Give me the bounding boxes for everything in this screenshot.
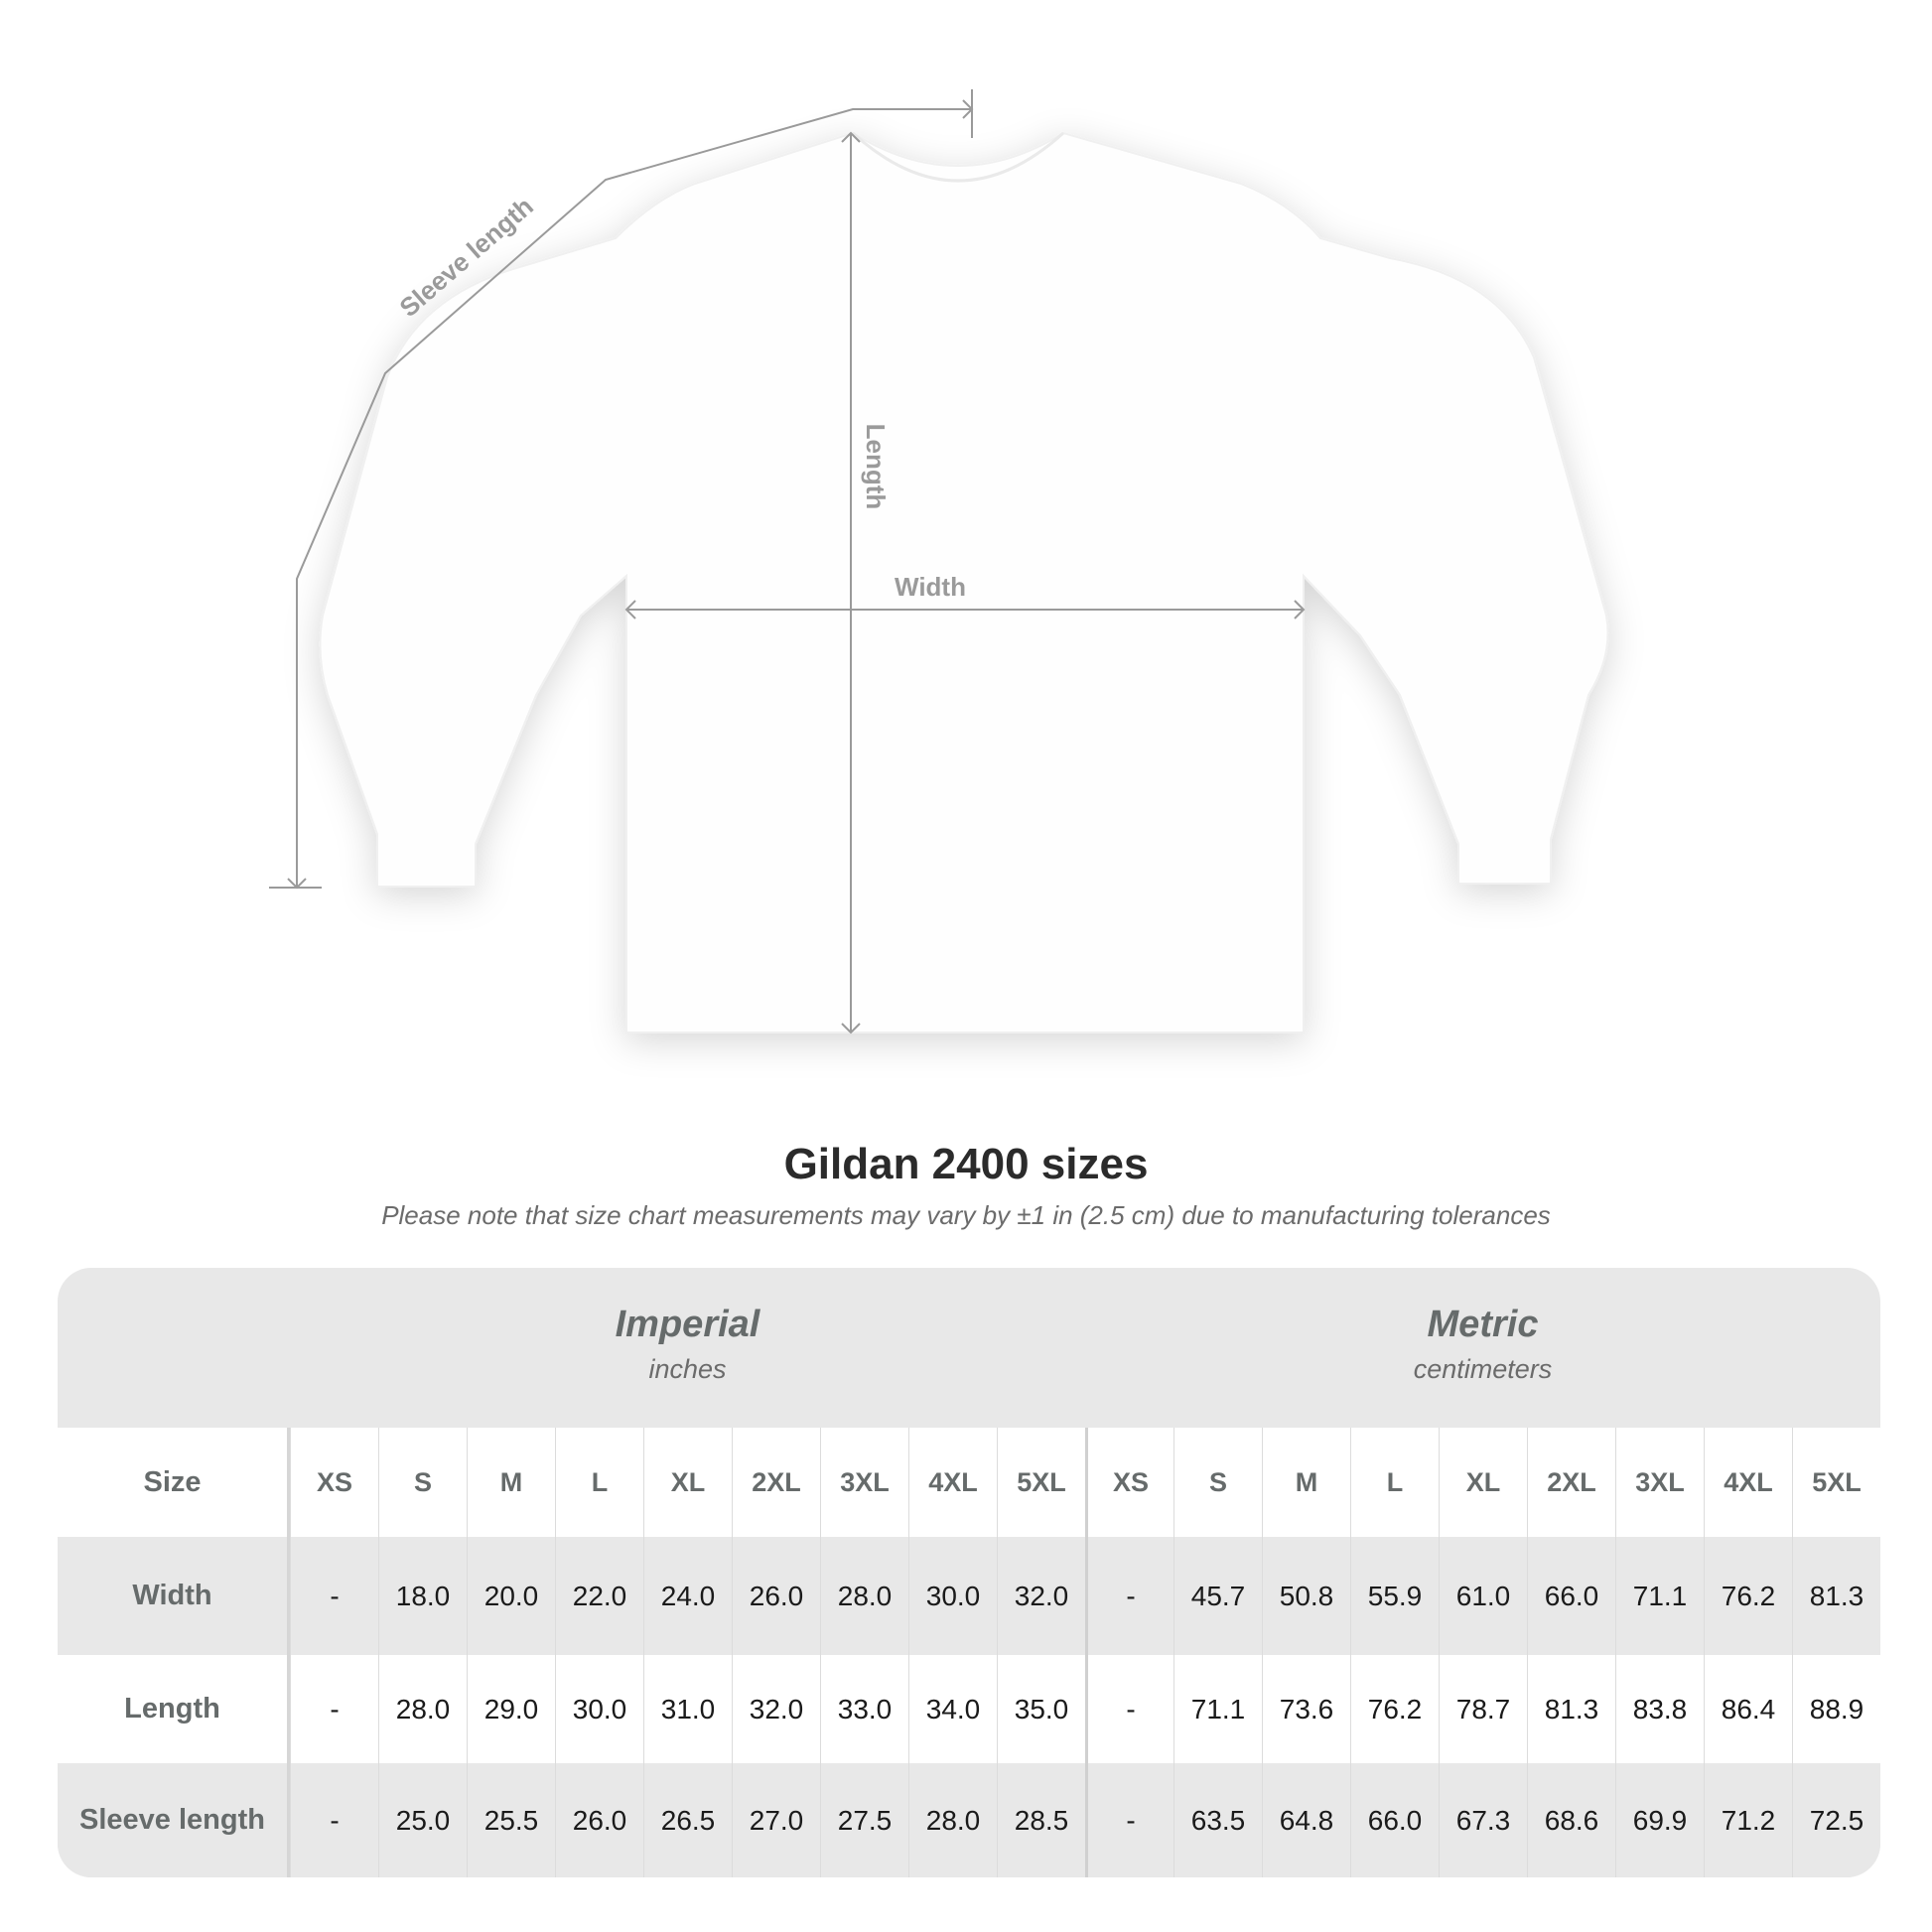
metric-value-cell: 64.8 [1262,1763,1350,1877]
metric-value-cell: 83.8 [1615,1655,1704,1763]
metric-size-header: 4XL [1704,1428,1792,1537]
imperial-value-cell: - [290,1655,378,1763]
metric-value-cell: 76.2 [1704,1537,1792,1655]
imperial-value-cell: - [290,1537,378,1655]
metric-value-cell: 67.3 [1439,1763,1527,1877]
metric-value-cell: 71.1 [1615,1537,1704,1655]
imperial-value-cell: 27.5 [820,1763,908,1877]
chart-title: Gildan 2400 sizes [783,1140,1149,1188]
size-header-row: Size XS S M L XL 2XL 3XL 4XL 5XL XS S M L XL 2XL 3XL 4XL 5… [58,1428,1880,1537]
imperial-title: Imperial [615,1304,760,1345]
imperial-value-cell: 32.0 [732,1655,820,1763]
imperial-value-cell: 18.0 [378,1537,467,1655]
imperial-value-cell: 28.0 [908,1763,997,1877]
table-row: Sleeve length -25.0 25.5 26.0 26.5 27.0 27.5 28… [58,1763,1880,1877]
metric-value-cell: 55.9 [1350,1537,1439,1655]
imperial-size-header: M [467,1428,555,1537]
imperial-size-header: 2XL [732,1428,820,1537]
metric-value-cell: 88.9 [1792,1655,1880,1763]
imperial-value-cell: 22.0 [555,1537,643,1655]
metric-value-cell: 73.6 [1262,1655,1350,1763]
table-row: Length -28.0 29.0 30.0 31.0 32.0 33.0 34.0 35.0-… [58,1655,1880,1763]
metric-size-header: S [1173,1428,1262,1537]
imperial-value-cell: 29.0 [467,1655,555,1763]
metric-value-cell: 78.7 [1439,1655,1527,1763]
imperial-value-cell: 25.0 [378,1763,467,1877]
metric-value-cell: 50.8 [1262,1537,1350,1655]
metric-value-cell: 68.6 [1527,1763,1615,1877]
imperial-value-cell: 24.0 [643,1537,732,1655]
size-header-label: Size [58,1428,290,1537]
row-label: Sleeve length [58,1763,290,1877]
imperial-unit: inches [648,1354,727,1384]
metric-value-cell: 66.0 [1527,1537,1615,1655]
imperial-value-cell: 28.0 [378,1655,467,1763]
imperial-size-header: XS [290,1428,378,1537]
imperial-size-header: 3XL [820,1428,908,1537]
metric-value-cell: 86.4 [1704,1655,1792,1763]
imperial-value-cell: 35.0 [997,1655,1085,1763]
metric-value-cell: 66.0 [1350,1763,1439,1877]
imperial-size-header: XL [643,1428,732,1537]
metric-value-cell: - [1085,1537,1173,1655]
width-label: Width [895,572,966,602]
metric-size-header: 3XL [1615,1428,1704,1537]
metric-size-header: XL [1439,1428,1527,1537]
imperial-value-cell: 30.0 [555,1655,643,1763]
metric-value-cell: 71.1 [1173,1655,1262,1763]
imperial-value-cell: 26.0 [732,1537,820,1655]
table-row: Width -18.0 20.0 22.0 24.0 26.0 28.0 30.0 32.0-4… [58,1537,1880,1655]
metric-size-header: M [1262,1428,1350,1537]
metric-value-cell: 81.3 [1527,1655,1615,1763]
metric-value-cell: 71.2 [1704,1763,1792,1877]
imperial-value-cell: 25.5 [467,1763,555,1877]
imperial-value-cell: 30.0 [908,1537,997,1655]
metric-value-cell: 69.9 [1615,1763,1704,1877]
imperial-value-cell: 32.0 [997,1537,1085,1655]
metric-title: Metric [1427,1304,1539,1345]
sleeve-length-line [296,108,972,888]
long-sleeve-shirt-image [319,131,1609,1034]
imperial-value-cell: 20.0 [467,1537,555,1655]
metric-size-header: XS [1085,1428,1173,1537]
imperial-size-header: L [555,1428,643,1537]
imperial-value-cell: 31.0 [643,1655,732,1763]
metric-value-cell: - [1085,1655,1173,1763]
metric-value-cell: 72.5 [1792,1763,1880,1877]
size-table: Imperial inches Metric centimeters Size X… [58,1268,1880,1877]
measurement-lines [269,89,1306,1035]
imperial-value-cell: 33.0 [820,1655,908,1763]
imperial-value-cell: 28.5 [997,1763,1085,1877]
imperial-header: Imperial inches [290,1268,1085,1428]
imperial-value-cell: 34.0 [908,1655,997,1763]
imperial-value-cell: 28.0 [820,1537,908,1655]
imperial-value-cell: 26.5 [643,1763,732,1877]
row-label: Length [58,1655,290,1763]
metric-value-cell: - [1085,1763,1173,1877]
metric-size-header: 5XL [1792,1428,1880,1537]
metric-header: Metric centimeters [1085,1268,1880,1428]
metric-value-cell: 76.2 [1350,1655,1439,1763]
shirt-diagram: Sleeve length Length Width [269,89,1609,1035]
metric-size-header: L [1350,1428,1439,1537]
imperial-size-header: 5XL [997,1428,1085,1537]
row-label: Width [58,1537,290,1655]
tolerance-note: Please note that size chart measurements… [381,1200,1551,1230]
imperial-size-header: 4XL [908,1428,997,1537]
metric-size-header: 2XL [1527,1428,1615,1537]
metric-value-cell: 81.3 [1792,1537,1880,1655]
metric-value-cell: 63.5 [1173,1763,1262,1877]
metric-value-cell: 45.7 [1173,1537,1262,1655]
metric-value-cell: 61.0 [1439,1537,1527,1655]
imperial-value-cell: - [290,1763,378,1877]
length-label: Length [861,424,891,510]
metric-unit: centimeters [1413,1354,1553,1384]
imperial-size-header: S [378,1428,467,1537]
imperial-value-cell: 27.0 [732,1763,820,1877]
imperial-value-cell: 26.0 [555,1763,643,1877]
